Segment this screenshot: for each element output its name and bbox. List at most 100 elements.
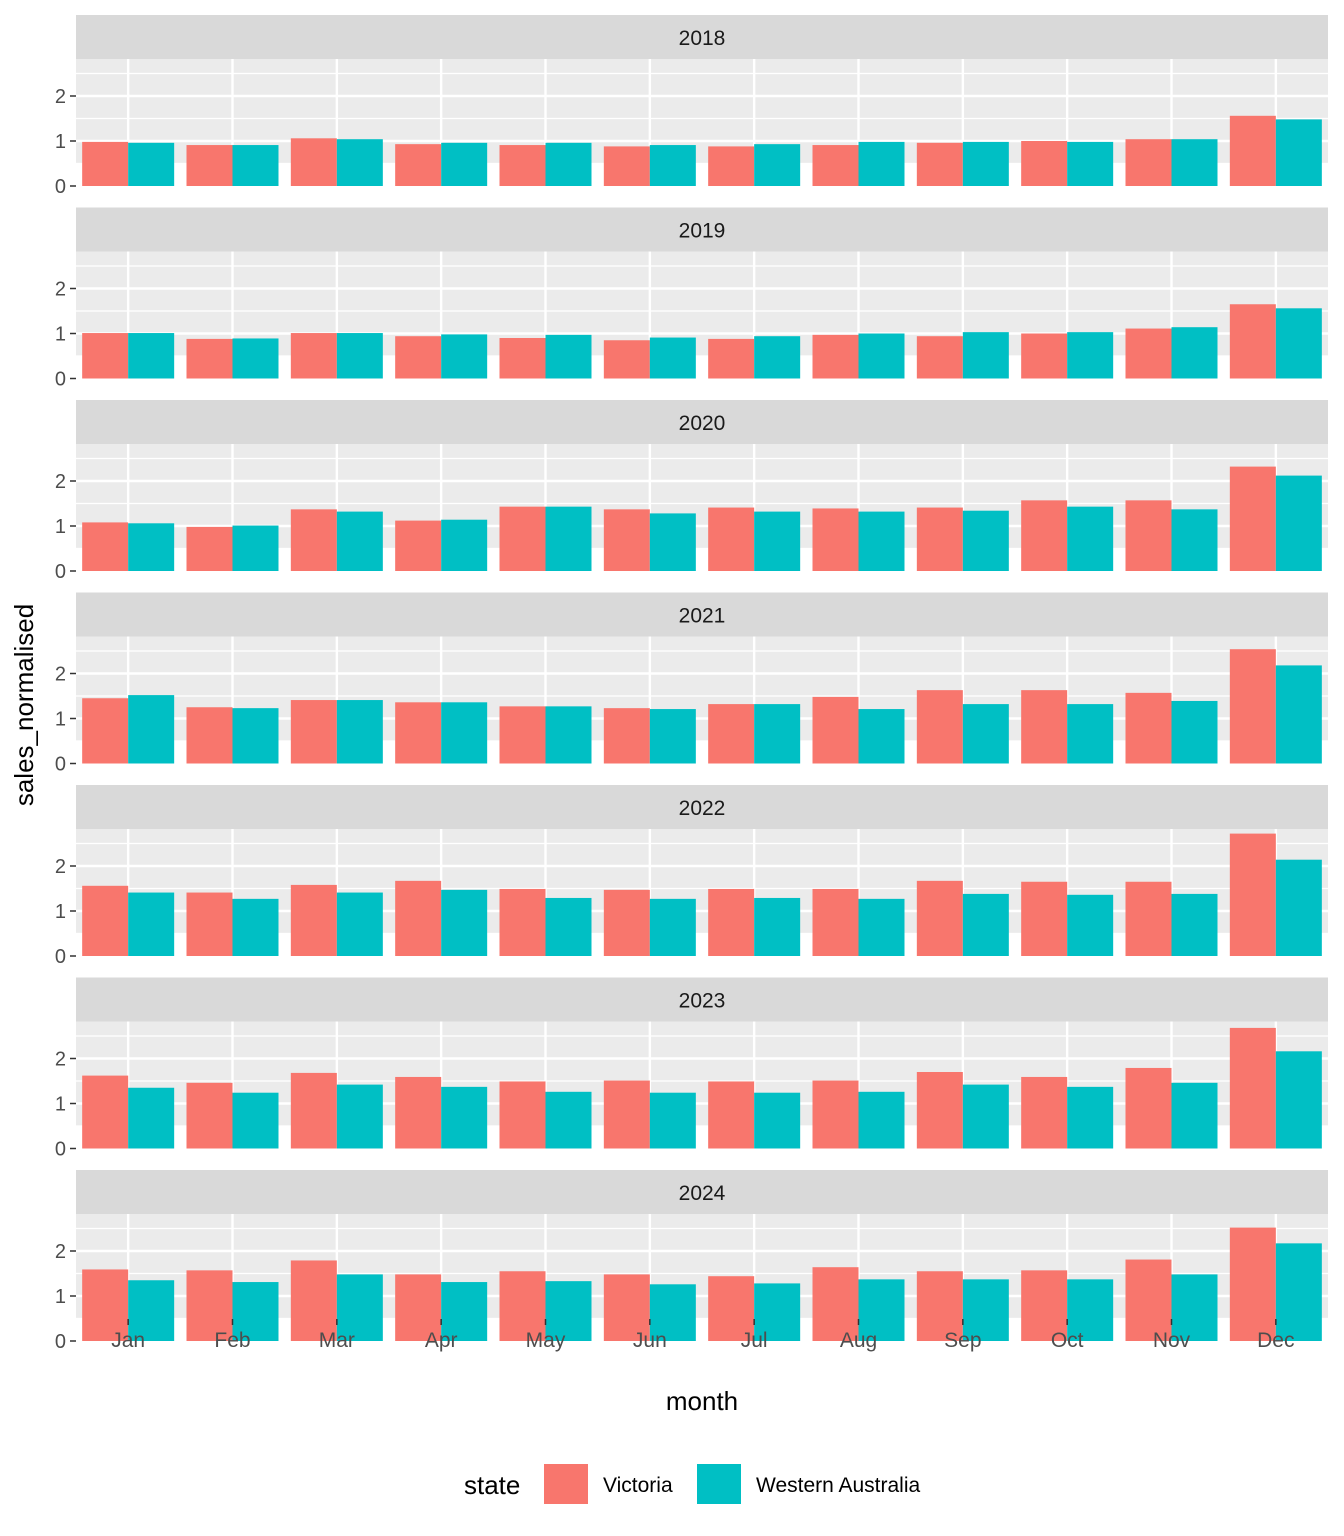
bar-western-australia bbox=[232, 525, 279, 571]
x-axis-ticks: Jan Feb Mar Apr May Jun Jul Aug Sep Oct Nov Dec bbox=[111, 1319, 1295, 1352]
bar-western-australia bbox=[962, 1084, 1009, 1149]
bar-western-australia bbox=[336, 1274, 383, 1341]
bar-western-australia bbox=[1275, 1051, 1322, 1149]
x-tick-label: Nov bbox=[1153, 1329, 1191, 1352]
x-tick-label: May bbox=[526, 1329, 566, 1352]
bar-victoria bbox=[499, 706, 546, 764]
bar-victoria bbox=[1229, 466, 1276, 571]
bar-western-australia bbox=[336, 333, 383, 379]
bar-western-australia bbox=[962, 510, 1009, 571]
legend: state Victoria Western Australia bbox=[464, 1464, 921, 1504]
bar-western-australia bbox=[1171, 509, 1218, 571]
bar-victoria bbox=[708, 1081, 755, 1149]
bar-western-australia bbox=[649, 898, 696, 956]
bar-victoria bbox=[186, 526, 233, 571]
bar-victoria bbox=[290, 1260, 337, 1341]
bar-victoria bbox=[499, 145, 546, 186]
panel-background bbox=[76, 1214, 1328, 1319]
bar-western-australia bbox=[858, 898, 905, 956]
bar-western-australia bbox=[1171, 1082, 1218, 1149]
bar-western-australia bbox=[858, 1279, 905, 1341]
bar-western-australia bbox=[1171, 1274, 1218, 1341]
bar-western-australia bbox=[441, 519, 488, 571]
bar-western-australia bbox=[649, 145, 696, 186]
bar-victoria bbox=[1125, 139, 1172, 186]
bar-western-australia bbox=[858, 709, 905, 764]
y-tick-label: 0 bbox=[55, 176, 66, 198]
bar-western-australia bbox=[649, 709, 696, 764]
x-tick-label: Dec bbox=[1257, 1329, 1294, 1352]
bar-victoria bbox=[499, 506, 546, 571]
bar-victoria bbox=[1229, 649, 1276, 764]
bar-victoria bbox=[916, 690, 963, 764]
bar-victoria bbox=[708, 146, 755, 186]
facet-panel-2023: 2023 0 1 2 bbox=[55, 977, 1328, 1161]
bar-western-australia bbox=[754, 704, 801, 764]
facet-strip-label: 2024 bbox=[679, 1182, 726, 1205]
legend-title: state bbox=[464, 1470, 520, 1500]
y-axis-title: sales_normalised bbox=[9, 604, 39, 806]
bar-victoria bbox=[499, 1271, 546, 1341]
bar-western-australia bbox=[232, 1282, 279, 1341]
bar-western-australia bbox=[232, 708, 279, 764]
bar-western-australia bbox=[128, 333, 175, 379]
bar-victoria bbox=[708, 888, 755, 956]
x-tick-label: Aug bbox=[840, 1329, 877, 1352]
facet-strip bbox=[76, 15, 1328, 59]
bar-victoria bbox=[290, 138, 337, 186]
bar-western-australia bbox=[1067, 141, 1114, 186]
bar-western-australia bbox=[858, 141, 905, 186]
bar-victoria bbox=[395, 1274, 442, 1341]
bar-western-australia bbox=[128, 695, 175, 764]
facet-strip-label: 2023 bbox=[679, 990, 726, 1013]
bar-victoria bbox=[1125, 1067, 1172, 1149]
bar-western-australia bbox=[962, 141, 1009, 186]
bar-western-australia bbox=[128, 142, 175, 186]
facet-strip bbox=[76, 1170, 1328, 1214]
bar-western-australia bbox=[858, 333, 905, 379]
bar-western-australia bbox=[336, 139, 383, 186]
facet-panel-2019: 2019 0 1 2 bbox=[55, 207, 1328, 391]
bar-victoria bbox=[603, 146, 650, 186]
bar-victoria bbox=[395, 1076, 442, 1149]
bar-western-australia bbox=[754, 1283, 801, 1341]
bar-western-australia bbox=[232, 898, 279, 956]
bar-western-australia bbox=[545, 506, 592, 571]
legend-key-western-australia bbox=[697, 1464, 741, 1504]
bar-western-australia bbox=[441, 889, 488, 956]
bar-western-australia bbox=[858, 511, 905, 571]
bar-victoria bbox=[916, 1072, 963, 1149]
bar-victoria bbox=[395, 702, 442, 764]
bar-western-australia bbox=[232, 1092, 279, 1149]
bar-western-australia bbox=[1171, 893, 1218, 956]
legend-label-victoria: Victoria bbox=[603, 1474, 673, 1497]
bar-western-australia bbox=[1171, 139, 1218, 186]
bar-victoria bbox=[603, 509, 650, 571]
bar-victoria bbox=[1021, 1270, 1068, 1341]
bar-victoria bbox=[290, 1072, 337, 1149]
bar-western-australia bbox=[1067, 1086, 1114, 1149]
bar-victoria bbox=[812, 1267, 859, 1341]
facet-panel-2021: 2021 0 1 2 bbox=[55, 592, 1328, 776]
bar-western-australia bbox=[336, 892, 383, 956]
y-tick-label: 1 bbox=[55, 324, 66, 346]
y-tick-label: 2 bbox=[55, 856, 66, 878]
x-tick-label: Jul bbox=[741, 1329, 768, 1352]
bar-western-australia bbox=[962, 1279, 1009, 1341]
panel-background bbox=[76, 636, 1328, 742]
y-tick-label: 0 bbox=[55, 369, 66, 391]
bar-victoria bbox=[186, 145, 233, 186]
bar-western-australia bbox=[754, 511, 801, 571]
bar-victoria bbox=[708, 338, 755, 379]
bar-western-australia bbox=[441, 1282, 488, 1341]
bar-victoria bbox=[1021, 333, 1068, 379]
bar-victoria bbox=[186, 338, 233, 379]
legend-label-western-australia: Western Australia bbox=[756, 1474, 921, 1497]
bar-western-australia bbox=[1067, 704, 1114, 764]
bar-western-australia bbox=[545, 1091, 592, 1149]
bar-western-australia bbox=[441, 702, 488, 764]
bar-victoria bbox=[290, 884, 337, 956]
bar-western-australia bbox=[1171, 700, 1218, 764]
bar-victoria bbox=[1021, 881, 1068, 956]
